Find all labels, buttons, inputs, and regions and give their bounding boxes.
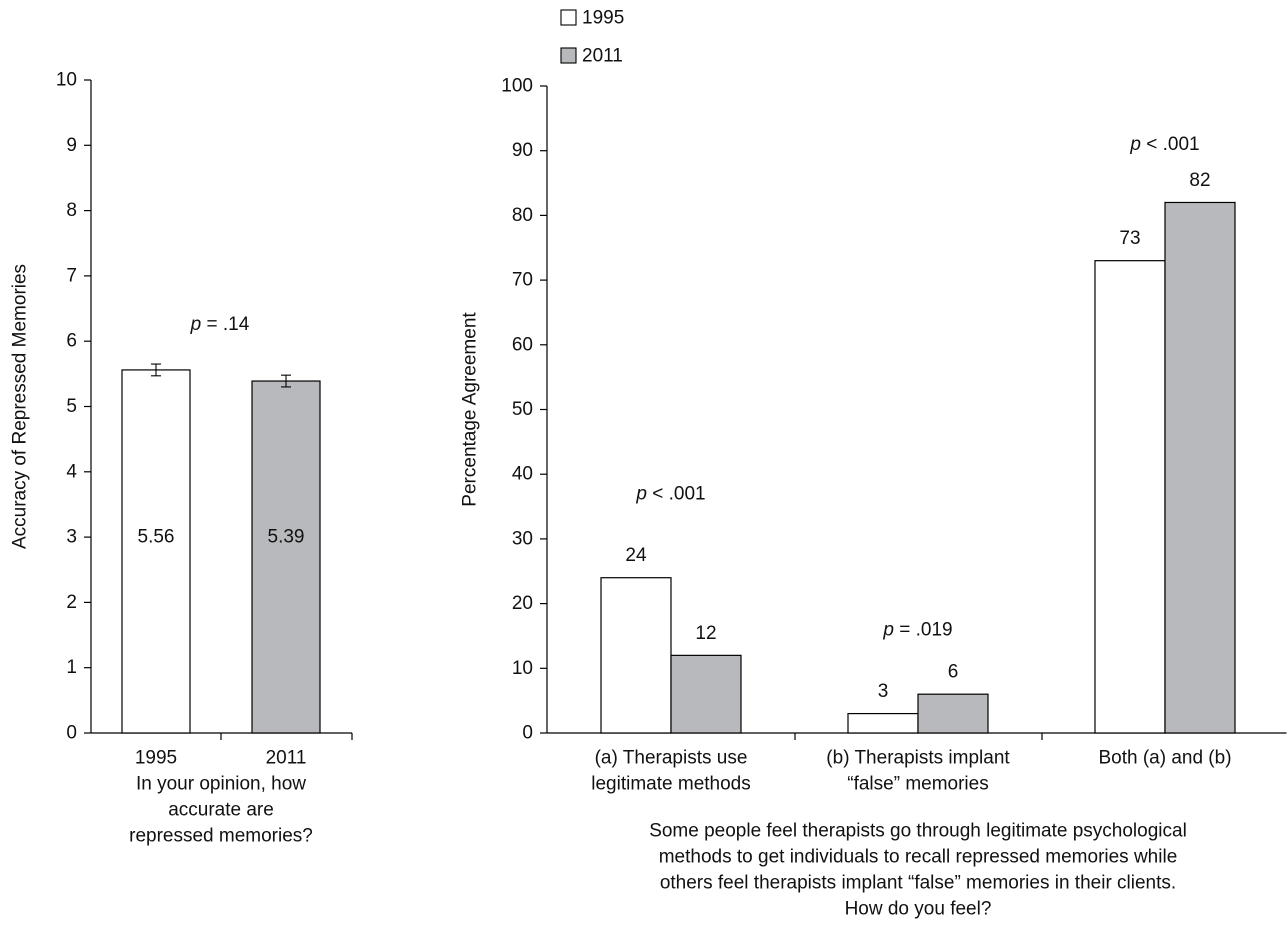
left-x-axis-label-line: In your opinion, how xyxy=(136,774,306,795)
right-y-tick-label: 100 xyxy=(501,76,533,97)
right-chart: 0 10 20 30 40 50 60 70 80 90 100 24 3 73 12 6 82 (a) Ther… xyxy=(460,76,1287,920)
left-y-tick-label: 10 xyxy=(56,70,77,91)
left-bar-2011 xyxy=(251,380,321,734)
right-bar-2011 xyxy=(670,654,742,734)
left-x-tick-label: 2011 xyxy=(266,748,307,769)
left-chart: 0 1 2 3 4 5 6 7 8 9 10 5.56 1995 5.39 2011 p = .14 Accur… xyxy=(10,70,353,847)
right-bar-value-label: 6 xyxy=(948,662,959,683)
right-bar-value-label: 3 xyxy=(878,681,889,702)
right-y-tick-label: 30 xyxy=(512,528,533,549)
legend-label: 2011 xyxy=(582,46,623,67)
right-bar-value-label: 73 xyxy=(1119,228,1140,249)
right-x-tick-label: legitimate methods xyxy=(591,774,750,795)
right-y-tick-label: 90 xyxy=(512,140,533,161)
right-y-tick-label: 40 xyxy=(512,464,533,485)
right-y-tick-label: 50 xyxy=(512,399,533,420)
right-y-tick-label: 0 xyxy=(522,723,533,744)
right-y-tick-label: 10 xyxy=(512,658,533,679)
left-y-tick-label: 2 xyxy=(66,592,77,613)
right-y-axis-label: Percentage Agreement xyxy=(460,312,481,507)
left-bar-1995 xyxy=(121,369,191,734)
right-p-annotation-p: p xyxy=(635,483,647,504)
left-x-tick-label: 1995 xyxy=(135,748,177,769)
right-bar-1995 xyxy=(1094,260,1166,734)
right-p-annotation: p < .001 xyxy=(635,483,705,504)
right-p-annotation-value: < .001 xyxy=(1141,134,1200,155)
right-x-tick-label: (a) Therapists use xyxy=(595,748,748,769)
right-p-annotation-value: < .001 xyxy=(647,483,706,504)
legend-swatch-1995 xyxy=(560,9,577,26)
left-y-tick-label: 0 xyxy=(66,723,77,744)
right-bar-1995 xyxy=(847,712,919,734)
right-y-tick-label: 20 xyxy=(512,593,533,614)
right-x-axis-label-line: others feel therapists implant “false” m… xyxy=(660,873,1176,894)
right-bar-2011 xyxy=(1164,201,1236,734)
left-bar-value-label: 5.56 xyxy=(138,527,175,548)
left-y-tick-label: 3 xyxy=(66,527,77,548)
left-y-tick-label: 6 xyxy=(66,331,77,352)
legend-swatch-2011 xyxy=(560,47,577,64)
right-x-tick-label: (b) Therapists implant xyxy=(826,748,1010,769)
left-p-annotation-p: p xyxy=(190,314,202,335)
left-y-tick-label: 5 xyxy=(66,396,77,417)
right-bar-value-label: 24 xyxy=(625,545,647,566)
left-bar-value-label: 5.39 xyxy=(268,527,305,548)
right-p-annotation: p < .001 xyxy=(1129,134,1199,155)
left-x-axis-label-line: accurate are xyxy=(168,800,274,821)
legend-label: 1995 xyxy=(582,8,624,29)
left-y-tick-label: 1 xyxy=(66,657,77,678)
right-bar-value-label: 12 xyxy=(695,623,716,644)
right-y-tick-label: 60 xyxy=(512,334,533,355)
left-y-tick-label: 4 xyxy=(66,461,77,482)
right-x-tick-label: “false” memories xyxy=(847,774,988,795)
right-p-annotation-value: = .019 xyxy=(894,619,953,640)
right-bar-2011 xyxy=(917,693,989,734)
right-bar-value-label: 82 xyxy=(1189,170,1210,191)
right-y-tick-label: 70 xyxy=(512,270,533,291)
left-p-annotation: p = .14 xyxy=(190,314,250,335)
left-y-tick-label: 9 xyxy=(66,135,77,156)
right-bar-1995 xyxy=(600,577,672,734)
left-p-annotation-value: = .14 xyxy=(201,314,249,335)
right-x-axis-label-line: methods to get individuals to recall rep… xyxy=(659,847,1178,868)
left-y-tick-label: 8 xyxy=(66,200,77,221)
left-y-axis-label: Accuracy of Repressed Memories xyxy=(10,264,31,549)
right-p-annotation-p: p xyxy=(1129,134,1141,155)
right-y-tick-label: 80 xyxy=(512,205,533,226)
right-x-axis-label-line: Some people feel therapists go through l… xyxy=(649,821,1187,842)
right-p-annotation: p = .019 xyxy=(882,619,952,640)
left-x-axis-label-line: repressed memories? xyxy=(129,826,313,847)
legend: 1995 2011 xyxy=(560,8,624,67)
right-p-annotation-p: p xyxy=(882,619,894,640)
left-y-tick-label: 7 xyxy=(66,265,77,286)
right-x-axis-label-line: How do you feel? xyxy=(845,899,992,920)
right-x-tick-label: Both (a) and (b) xyxy=(1098,748,1231,769)
